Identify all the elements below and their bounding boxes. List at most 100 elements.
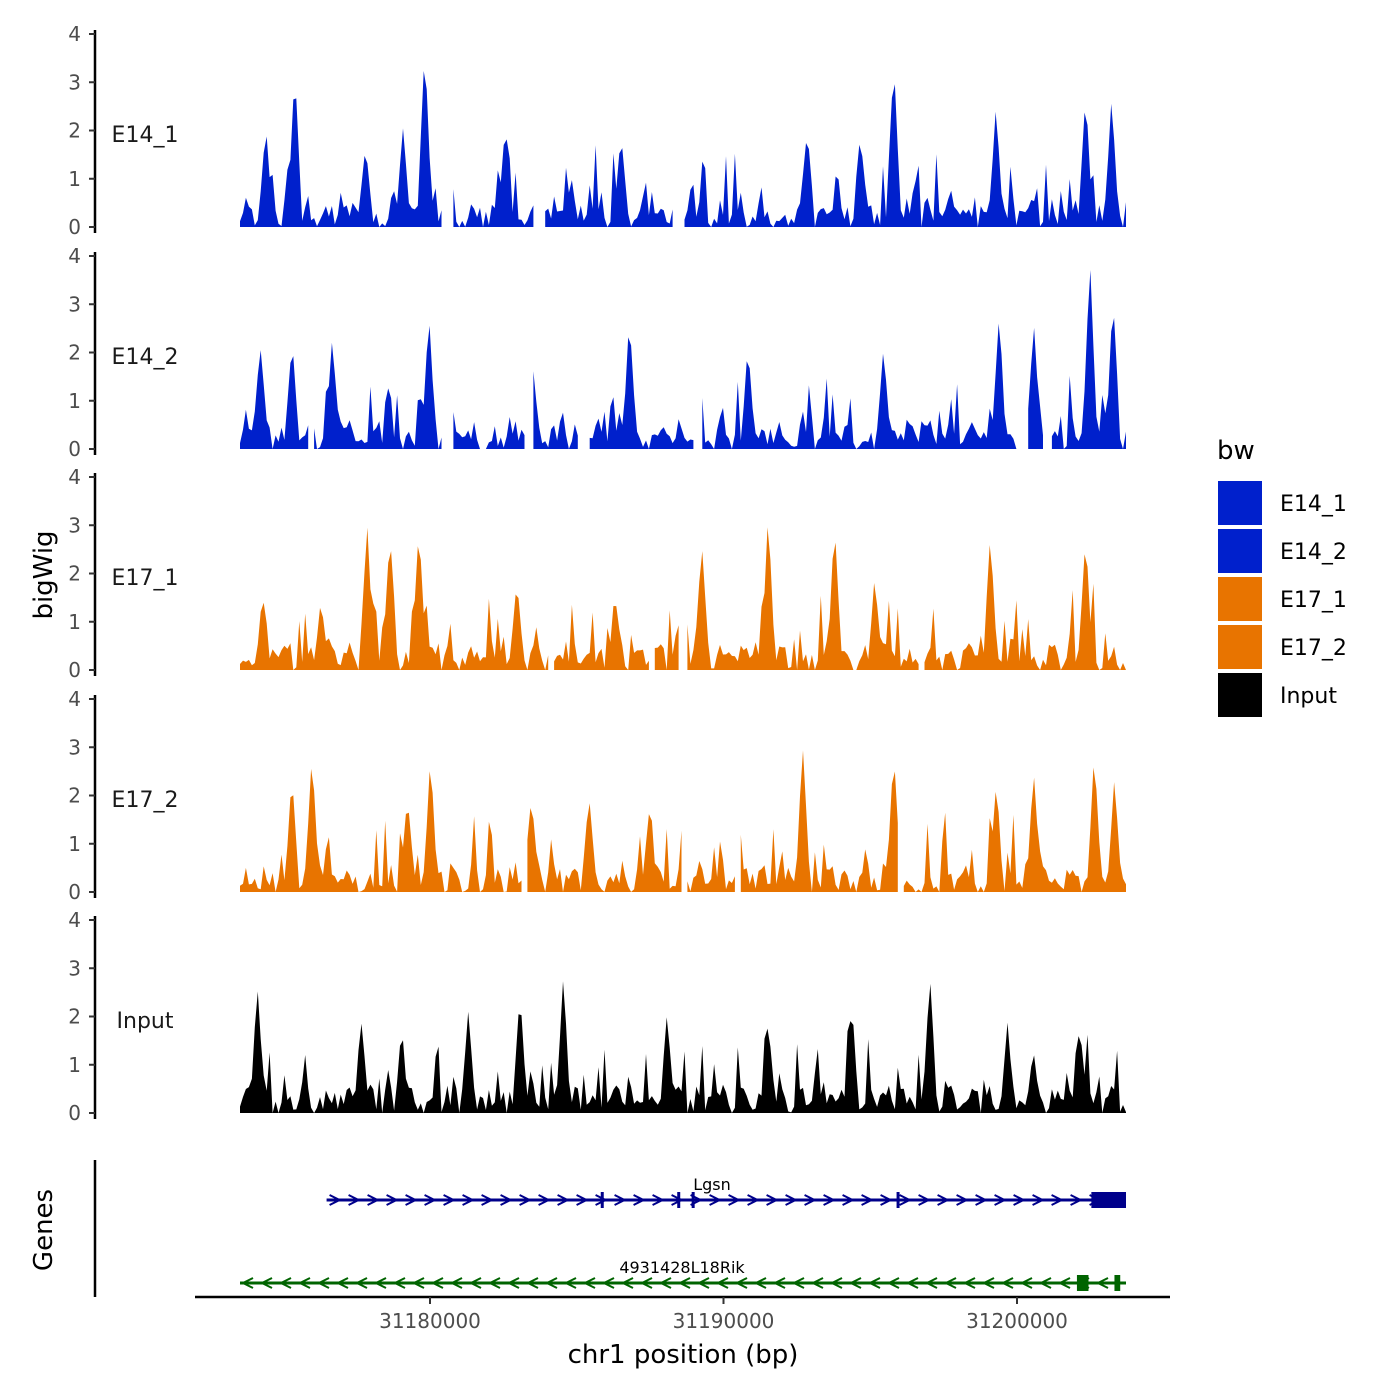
strand-chevron bbox=[1038, 1277, 1052, 1289]
y-tick-label: 0 bbox=[68, 1101, 81, 1125]
strand-chevron bbox=[1032, 1194, 1045, 1206]
strand-chevron bbox=[443, 1194, 456, 1206]
track-E14_1: 0 1 2 3 4 E14_1 bbox=[68, 22, 1126, 239]
track-label: E14_1 bbox=[112, 123, 179, 148]
strand-chevron bbox=[899, 1194, 912, 1206]
y-tick-label: 3 bbox=[68, 70, 81, 94]
y-tick-label: 0 bbox=[68, 880, 81, 904]
strand-chevron bbox=[652, 1194, 665, 1206]
strand-chevron bbox=[405, 1194, 418, 1206]
track-label: E14_2 bbox=[112, 345, 179, 370]
y-tick-label: 4 bbox=[68, 687, 81, 711]
legend-item-E17_2: E17_2 bbox=[1218, 625, 1347, 669]
y-tick-label: 4 bbox=[68, 908, 81, 932]
strand-chevron bbox=[525, 1277, 539, 1289]
signal-area-E17_2 bbox=[240, 750, 1126, 892]
strand-chevron bbox=[411, 1277, 425, 1289]
strand-chevron bbox=[880, 1194, 893, 1206]
y-tick-label: 2 bbox=[68, 119, 81, 143]
strand-chevron bbox=[886, 1277, 900, 1289]
strand-chevron bbox=[772, 1277, 786, 1289]
strand-chevron bbox=[975, 1194, 988, 1206]
y-tick-label: 0 bbox=[68, 215, 81, 239]
y-tick-label: 2 bbox=[68, 784, 81, 808]
strand-chevron bbox=[709, 1194, 722, 1206]
strand-chevron bbox=[259, 1277, 273, 1289]
track-E17_1: 0 1 2 3 4 E17_1 bbox=[68, 465, 1126, 682]
strand-chevron bbox=[240, 1277, 254, 1289]
strand-chevron bbox=[1019, 1277, 1033, 1289]
legend-label: E14_1 bbox=[1280, 492, 1347, 517]
y-tick-label: 0 bbox=[68, 437, 81, 461]
x-tick-label: 31190000 bbox=[673, 1309, 775, 1333]
strand-chevron bbox=[614, 1194, 627, 1206]
strand-chevron bbox=[696, 1277, 710, 1289]
y-tick-label: 3 bbox=[68, 513, 81, 537]
strand-chevron bbox=[449, 1277, 463, 1289]
track-label: E17_2 bbox=[112, 788, 179, 813]
gene-4931428L18Rik: 4931428L18Rik bbox=[240, 1258, 1126, 1291]
y-tick-label: 3 bbox=[68, 735, 81, 759]
strand-chevron bbox=[392, 1277, 406, 1289]
strand-chevron bbox=[1013, 1194, 1026, 1206]
strand-chevron bbox=[956, 1194, 969, 1206]
exon-block bbox=[600, 1192, 604, 1208]
track-E14_2: 0 1 2 3 4 E14_2 bbox=[68, 244, 1126, 461]
strand-chevron bbox=[354, 1277, 368, 1289]
strand-chevron bbox=[962, 1277, 976, 1289]
strand-chevron bbox=[481, 1194, 494, 1206]
exon-block bbox=[1114, 1275, 1121, 1291]
strand-chevron bbox=[848, 1277, 862, 1289]
strand-chevron bbox=[367, 1194, 380, 1206]
strand-chevron bbox=[500, 1194, 513, 1206]
strand-chevron bbox=[576, 1194, 589, 1206]
strand-chevron bbox=[563, 1277, 577, 1289]
y-tick-label: 2 bbox=[68, 562, 81, 586]
strand-chevron bbox=[810, 1277, 824, 1289]
strand-chevron bbox=[823, 1194, 836, 1206]
strand-chevron bbox=[544, 1277, 558, 1289]
legend-swatch bbox=[1218, 481, 1262, 525]
y-tick-label: 1 bbox=[68, 167, 81, 191]
strand-chevron bbox=[658, 1277, 672, 1289]
legend-swatch bbox=[1218, 625, 1262, 669]
signal-area-E17_1 bbox=[240, 527, 1126, 670]
x-axis: chr1 position (bp) 31180000 31190000 31200… bbox=[195, 1295, 1170, 1370]
y-tick-label: 4 bbox=[68, 244, 81, 268]
y-tick-label: 2 bbox=[68, 341, 81, 365]
legend-title: bw bbox=[1217, 436, 1255, 466]
strand-chevron bbox=[829, 1277, 843, 1289]
signal-area-E14_1 bbox=[240, 71, 1126, 227]
y-tick-label: 4 bbox=[68, 22, 81, 46]
strand-chevron bbox=[677, 1277, 691, 1289]
strand-chevron bbox=[734, 1277, 748, 1289]
strand-chevron bbox=[601, 1277, 615, 1289]
legend-swatch bbox=[1218, 673, 1262, 717]
strand-chevron bbox=[918, 1194, 931, 1206]
strand-chevron bbox=[620, 1277, 634, 1289]
strand-chevron bbox=[1070, 1194, 1083, 1206]
y-tick-label: 3 bbox=[68, 956, 81, 980]
strand-chevron bbox=[595, 1194, 608, 1206]
strand-chevron bbox=[424, 1194, 437, 1206]
strand-chevron bbox=[753, 1277, 767, 1289]
strand-chevron bbox=[468, 1277, 482, 1289]
strand-chevron bbox=[633, 1194, 646, 1206]
legend-item-E14_1: E14_1 bbox=[1218, 481, 1347, 525]
strand-chevron bbox=[747, 1194, 760, 1206]
signal-tracks: 0 1 2 3 4 E14_1 0 1 2 3 4 E14_2 0 1 2 3 4 E17_1 0 1 2 3 4 E17_2… bbox=[68, 22, 1126, 1125]
strand-chevron bbox=[639, 1277, 653, 1289]
legend: bw E14_1 E14_2 E17_1 E17_2 Input bbox=[1217, 436, 1347, 717]
y-tick-label: 0 bbox=[68, 658, 81, 682]
strand-chevron bbox=[329, 1194, 342, 1206]
strand-chevron bbox=[791, 1277, 805, 1289]
strand-chevron bbox=[487, 1277, 501, 1289]
legend-item-E17_1: E17_1 bbox=[1218, 577, 1347, 621]
strand-chevron bbox=[316, 1277, 330, 1289]
x-tick-label: 31180000 bbox=[379, 1309, 481, 1333]
legend-label: Input bbox=[1280, 684, 1337, 709]
strand-chevron bbox=[671, 1194, 684, 1206]
strand-chevron bbox=[278, 1277, 292, 1289]
strand-chevron bbox=[1057, 1277, 1071, 1289]
